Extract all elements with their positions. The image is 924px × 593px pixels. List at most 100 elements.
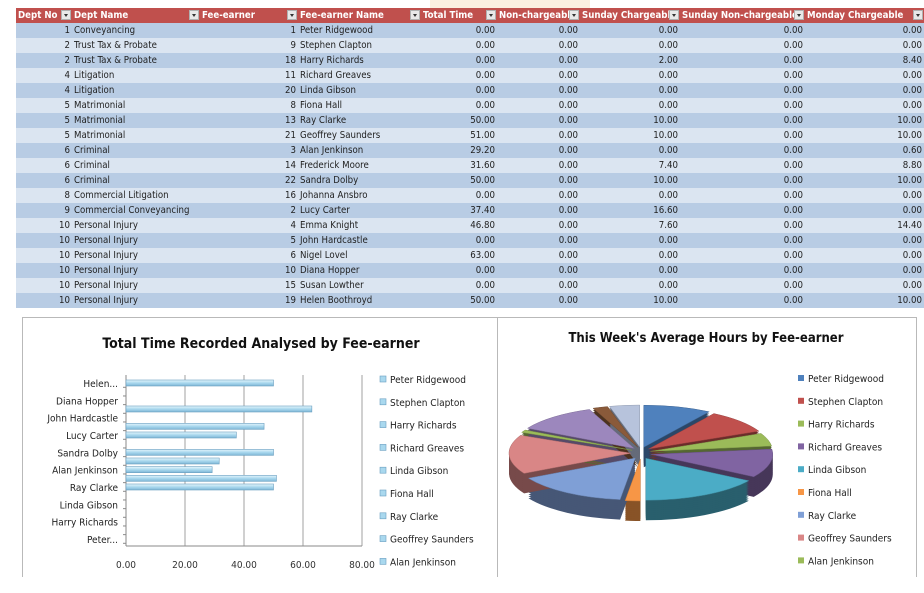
table-cell[interactable]: 5 <box>16 128 72 143</box>
table-cell[interactable]: 9 <box>16 203 72 218</box>
bar-emma-knight[interactable] <box>125 423 265 430</box>
table-cell[interactable]: 10.00 <box>580 173 680 188</box>
table-cell[interactable]: 0.00 <box>805 263 924 278</box>
table-cell[interactable]: 0.00 <box>497 278 580 293</box>
table-cell[interactable]: Litigation <box>72 83 200 98</box>
table-cell[interactable]: 0.00 <box>680 128 805 143</box>
table-cell[interactable]: 2 <box>200 203 298 218</box>
table-cell[interactable]: 0.00 <box>497 233 580 248</box>
table-cell[interactable]: Alan Jenkinson <box>298 143 421 158</box>
table-cell[interactable]: Personal Injury <box>72 218 200 233</box>
pie-slice[interactable] <box>650 448 773 478</box>
pie-chart-average-hours[interactable]: This Week's Average Hours by Fee-earner P… <box>497 317 917 577</box>
filter-dropdown-icon[interactable] <box>410 10 420 20</box>
column-header[interactable]: Fee-earner <box>200 8 298 23</box>
table-row[interactable]: 10 Personal Injury 10 Diana Hopper 0.00 0.00 0… <box>16 263 924 278</box>
bar-geoffrey-saunders[interactable] <box>125 475 277 482</box>
table-cell[interactable]: Ray Clarke <box>298 113 421 128</box>
table-cell[interactable]: 0.00 <box>421 53 497 68</box>
table-cell[interactable]: 0.00 <box>680 113 805 128</box>
table-cell[interactable]: 10.00 <box>805 173 924 188</box>
bar-frederick-moore[interactable] <box>125 457 220 465</box>
table-cell[interactable]: 0.00 <box>680 263 805 278</box>
column-header[interactable]: Sunday Chargeable <box>580 8 680 23</box>
table-row[interactable]: 2 Trust Tax & Probate 18 Harry Richards 0.00… <box>16 53 924 68</box>
table-cell[interactable]: 14.40 <box>805 218 924 233</box>
pie-slice[interactable] <box>648 413 760 450</box>
table-cell[interactable]: 10.00 <box>580 293 680 308</box>
table-cell[interactable]: 21 <box>200 128 298 143</box>
legend-item[interactable]: Ray Clarke <box>390 512 439 523</box>
table-cell[interactable]: 0.00 <box>805 68 924 83</box>
table-row[interactable]: 10 Personal Injury 5 John Hardcastle 0.00 0.0… <box>16 233 924 248</box>
table-cell[interactable]: 10.00 <box>580 128 680 143</box>
table-row[interactable]: 6 Criminal 14 Frederick Moore 31.60 0.00 7.40 0… <box>16 158 924 173</box>
table-cell[interactable]: 0.00 <box>805 203 924 218</box>
table-cell[interactable]: 0.00 <box>680 53 805 68</box>
filter-dropdown-icon[interactable] <box>486 10 496 20</box>
pie-slice[interactable] <box>527 457 636 500</box>
table-cell[interactable]: 50.00 <box>421 293 497 308</box>
legend-item[interactable]: Alan Jenkinson <box>390 557 456 568</box>
table-cell[interactable]: 0.00 <box>497 293 580 308</box>
table-cell[interactable]: 9 <box>200 38 298 53</box>
table-cell[interactable]: 0.00 <box>680 173 805 188</box>
table-cell[interactable]: Matrimonial <box>72 128 200 143</box>
table-cell[interactable]: 37.40 <box>421 203 497 218</box>
table-cell[interactable]: 0.00 <box>680 83 805 98</box>
legend-item[interactable]: Richard Greaves <box>390 443 464 454</box>
table-cell[interactable]: 8.80 <box>805 158 924 173</box>
table-cell[interactable]: 0.00 <box>580 83 680 98</box>
table-cell[interactable]: 4 <box>200 218 298 233</box>
table-row[interactable]: 10 Personal Injury 6 Nigel Lovel 63.00 0.00 0.… <box>16 248 924 263</box>
legend-item[interactable]: Geoffrey Saunders <box>808 534 892 545</box>
table-cell[interactable]: Geoffrey Saunders <box>298 128 421 143</box>
table-cell[interactable]: 0.00 <box>580 278 680 293</box>
table-cell[interactable]: 0.00 <box>497 98 580 113</box>
bar-chart-total-time[interactable]: Total Time Recorded Analysed by Fee-earn… <box>22 317 498 577</box>
table-cell[interactable]: 0.00 <box>680 98 805 113</box>
filter-dropdown-icon[interactable] <box>61 10 71 20</box>
filter-dropdown-icon[interactable] <box>189 10 199 20</box>
table-cell[interactable]: 0.00 <box>497 128 580 143</box>
table-cell[interactable]: Personal Injury <box>72 278 200 293</box>
table-cell[interactable]: Emma Knight <box>298 218 421 233</box>
filter-dropdown-icon[interactable] <box>287 10 297 20</box>
table-cell[interactable]: 0.00 <box>805 188 924 203</box>
filter-dropdown-icon[interactable] <box>669 10 679 20</box>
table-cell[interactable]: 0.00 <box>580 38 680 53</box>
table-cell[interactable]: 14 <box>200 158 298 173</box>
table-cell[interactable]: 0.00 <box>680 188 805 203</box>
table-cell[interactable]: 51.00 <box>421 128 497 143</box>
table-cell[interactable]: 0.00 <box>680 278 805 293</box>
table-cell[interactable]: 8 <box>16 188 72 203</box>
legend-item[interactable]: Peter Ridgewood <box>390 375 466 386</box>
table-cell[interactable]: 22 <box>200 173 298 188</box>
table-cell[interactable]: John Hardcastle <box>298 233 421 248</box>
table-cell[interactable]: 0.00 <box>580 188 680 203</box>
table-cell[interactable]: Matrimonial <box>72 98 200 113</box>
table-row[interactable]: 10 Personal Injury 4 Emma Knight 46.80 0.00 7.… <box>16 218 924 233</box>
table-cell[interactable]: 19 <box>200 293 298 308</box>
table-cell[interactable]: Personal Injury <box>72 263 200 278</box>
table-cell[interactable]: 0.00 <box>421 188 497 203</box>
table-cell[interactable]: 0.00 <box>421 23 497 38</box>
table-cell[interactable]: 10 <box>16 263 72 278</box>
pie-slice[interactable] <box>624 458 641 502</box>
legend-item[interactable]: Peter Ridgewood <box>808 374 884 385</box>
column-header[interactable]: Monday Chargeable <box>805 8 924 23</box>
table-cell[interactable]: 7.40 <box>580 158 680 173</box>
table-cell[interactable]: 31.60 <box>421 158 497 173</box>
table-cell[interactable]: 0.00 <box>421 263 497 278</box>
legend-item[interactable]: Stephen Clapton <box>808 397 883 408</box>
table-cell[interactable]: 0.00 <box>680 143 805 158</box>
table-cell[interactable]: 0.60 <box>805 143 924 158</box>
table-cell[interactable]: 10.00 <box>580 113 680 128</box>
column-header[interactable]: Dept No <box>16 8 72 23</box>
table-cell[interactable]: 16 <box>200 188 298 203</box>
table-cell[interactable]: Linda Gibson <box>298 83 421 98</box>
legend-item[interactable]: Ray Clarke <box>808 511 857 522</box>
table-cell[interactable]: 3 <box>200 143 298 158</box>
column-header[interactable]: Sunday Non-chargeable <box>680 8 805 23</box>
table-cell[interactable]: 0.00 <box>805 233 924 248</box>
